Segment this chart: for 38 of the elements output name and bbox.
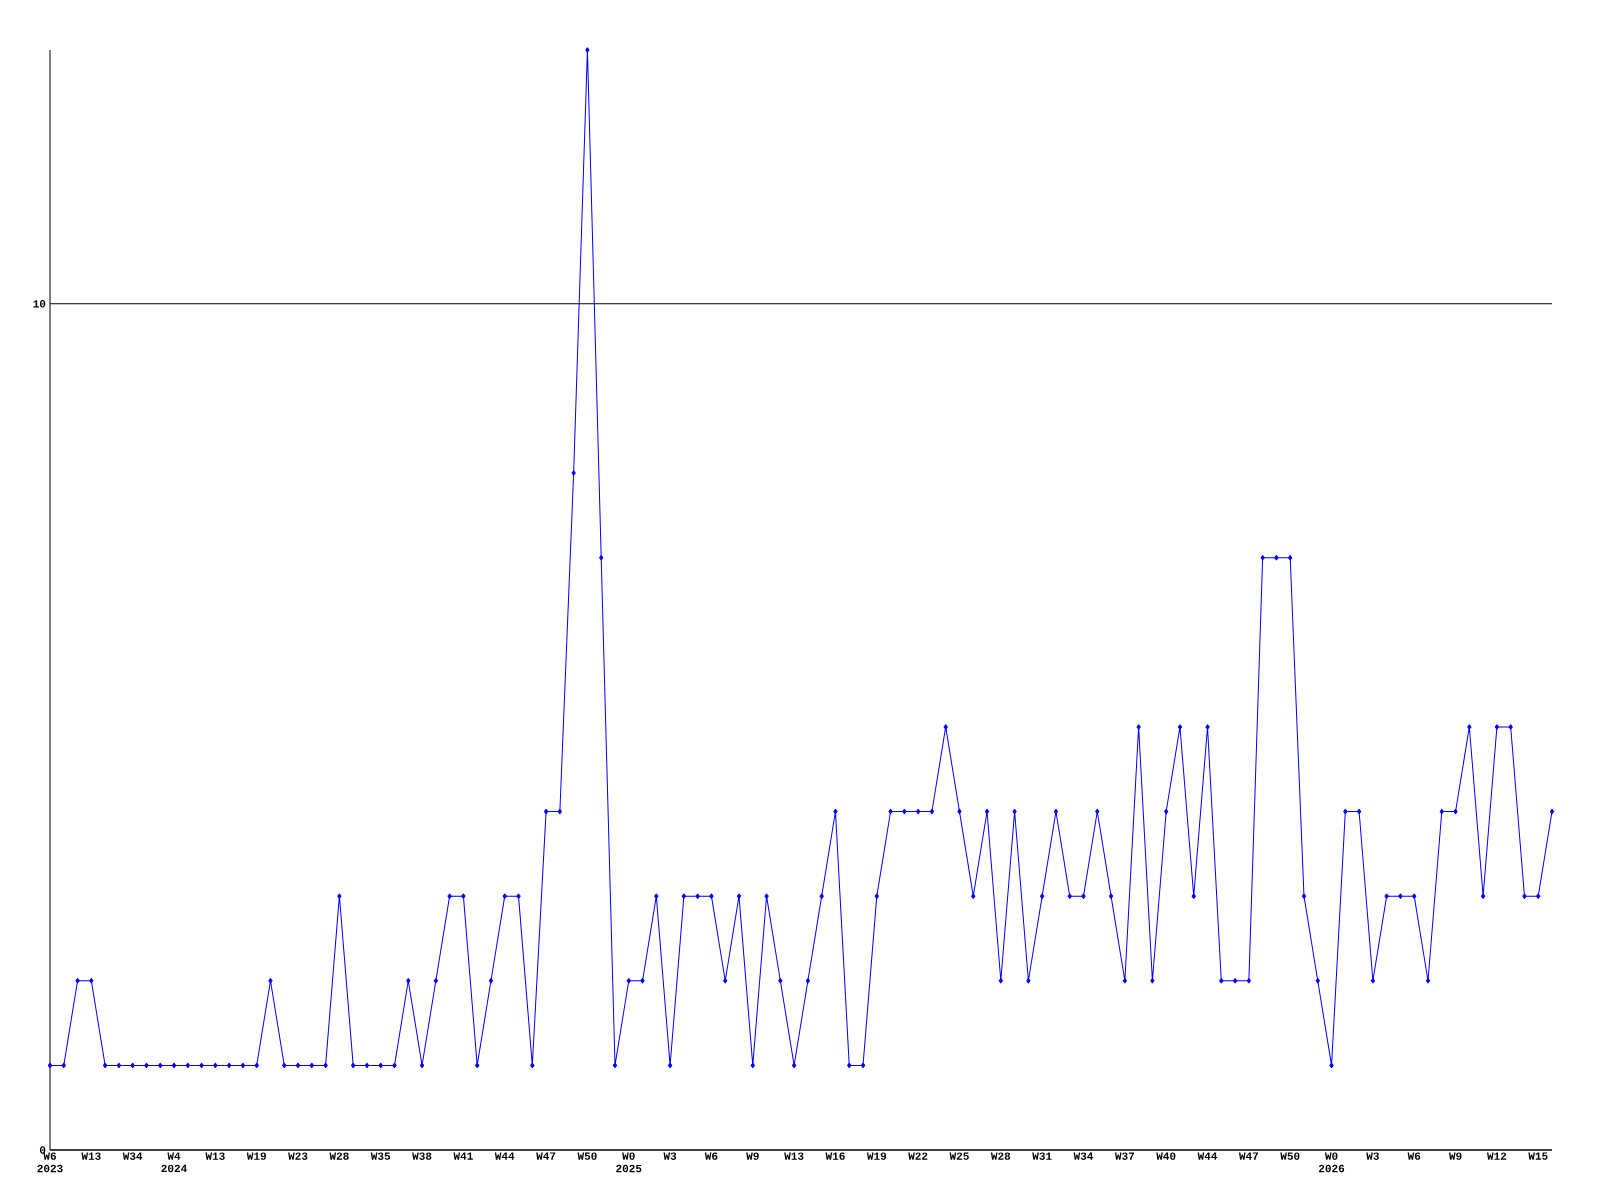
- x-tick-label: W50: [577, 1152, 597, 1160]
- x-tick-label: W44: [1197, 1152, 1218, 1160]
- x-tick-label: W19: [246, 1152, 266, 1160]
- x-tick-label: W40: [1156, 1152, 1176, 1160]
- x-tick-label: W0 2026: [1319, 1152, 1345, 1173]
- x-tick-label: W6: [1407, 1152, 1421, 1160]
- x-tick-label: W28: [329, 1152, 349, 1160]
- x-tick-label: W47: [1238, 1152, 1259, 1160]
- x-tick-label: W13: [784, 1152, 804, 1160]
- x-tick-label: W50: [1280, 1152, 1300, 1160]
- x-tick-label: W47: [536, 1152, 556, 1160]
- x-tick-label: W44: [494, 1152, 515, 1160]
- x-tick-label: W6: [704, 1152, 718, 1160]
- x-tick-label: W15: [1528, 1152, 1548, 1160]
- x-tick-label: W3: [663, 1152, 677, 1160]
- x-tick-label: W25: [949, 1152, 969, 1160]
- x-tick-label: W38: [412, 1152, 432, 1160]
- x-tick-label: W22: [908, 1152, 928, 1160]
- x-tick-label: W28: [990, 1152, 1011, 1160]
- x-tick-label: W13: [81, 1152, 101, 1160]
- x-tick-label: W41: [453, 1152, 473, 1160]
- x-tick-label: W19: [866, 1152, 887, 1160]
- x-tick-label: W34: [1073, 1152, 1094, 1160]
- x-tick-label: W37: [1114, 1152, 1135, 1160]
- x-tick-label: W23: [288, 1152, 308, 1160]
- x-tick-label: W16: [825, 1152, 845, 1160]
- x-tick-label: W4 2024: [161, 1152, 187, 1173]
- x-tick-label: W13: [205, 1152, 225, 1160]
- x-tick-label: W34: [122, 1152, 143, 1160]
- y-tick-label: 10: [33, 300, 46, 308]
- x-tick-label: W35: [370, 1152, 391, 1160]
- x-tick-label: W12: [1487, 1152, 1507, 1160]
- x-tick-label: W0 2025: [616, 1152, 642, 1173]
- y-tick-label: 0: [39, 1146, 46, 1154]
- x-tick-label: W3: [1366, 1152, 1379, 1160]
- x-tick-label: W31: [1032, 1152, 1052, 1160]
- x-tick-label: W9: [1448, 1152, 1462, 1160]
- x-tick-label: W9: [746, 1152, 759, 1160]
